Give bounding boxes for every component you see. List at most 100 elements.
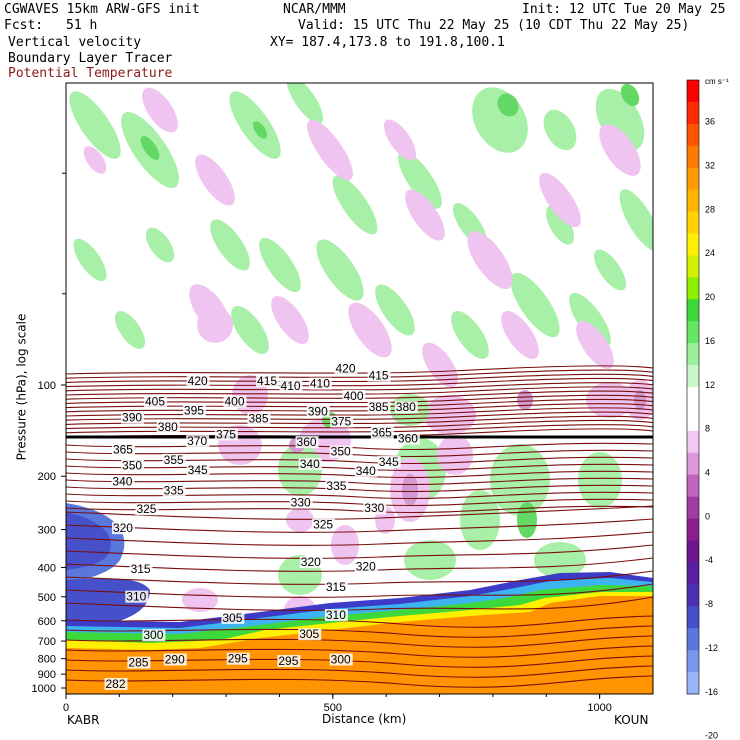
colorbar-label: -8 xyxy=(705,599,713,609)
theta-label: 370 xyxy=(187,434,207,448)
vv-cell xyxy=(451,311,489,359)
theta-label-bg xyxy=(186,435,210,448)
theta-label-bg xyxy=(163,653,187,666)
y-tick-label: 600 xyxy=(38,616,56,628)
vv-cell xyxy=(543,109,577,151)
theta-label: 335 xyxy=(326,479,346,493)
theta-label-bg xyxy=(308,377,332,390)
y-tick-label: 800 xyxy=(38,654,56,666)
theta-label-bg xyxy=(127,656,151,669)
theta-label-bg xyxy=(329,445,353,458)
vv-cell xyxy=(422,342,458,388)
colorbar-label: 0 xyxy=(705,511,710,521)
theta-label: 350 xyxy=(331,445,351,459)
colorbar-swatch xyxy=(687,233,699,256)
vv-cell xyxy=(316,239,364,301)
theta-contour xyxy=(66,498,653,507)
x-axis-label: Distance (km) xyxy=(322,712,407,726)
theta-label: 305 xyxy=(222,611,242,625)
theta-label: 300 xyxy=(143,628,163,642)
colorbar-swatch xyxy=(687,365,699,388)
vv-cell xyxy=(546,205,574,245)
theta-contour xyxy=(66,407,653,417)
colorbar-swatch xyxy=(687,474,699,498)
theta-label-bg xyxy=(121,411,145,424)
theta-label-bg xyxy=(214,428,238,441)
theta-contour xyxy=(66,477,653,486)
vv-cell xyxy=(578,452,622,508)
theta-contour xyxy=(66,373,653,383)
theta-label-bg xyxy=(111,475,135,488)
colorbar-label: 32 xyxy=(705,161,715,171)
colorbar-label: 20 xyxy=(705,292,715,302)
model-title: CGWAVES 15km ARW-GFS init xyxy=(4,2,200,17)
theta-label-bg xyxy=(162,453,186,466)
left-station-label: KABR xyxy=(67,713,100,727)
colorbar-swatch xyxy=(687,408,699,432)
theta-label-bg xyxy=(329,653,353,666)
theta-label-bg xyxy=(367,369,391,382)
vv-cell xyxy=(73,238,107,282)
theta-label: 410 xyxy=(310,377,330,391)
theta-label: 410 xyxy=(281,379,301,393)
vv-cell xyxy=(472,87,528,153)
theta-label: 335 xyxy=(164,484,184,498)
theta-contour xyxy=(66,424,653,434)
theta-label: 340 xyxy=(356,464,376,478)
theta-label-bg xyxy=(156,421,180,434)
colorbar-swatch xyxy=(687,343,699,366)
vv-cell xyxy=(517,502,537,538)
theta-contour xyxy=(66,394,653,404)
field-potential-temperature: Potential Temperature xyxy=(8,66,173,81)
theta-label-bg xyxy=(312,518,336,531)
colorbar-swatch xyxy=(687,123,699,147)
theta-label: 285 xyxy=(128,656,148,670)
theta-contour xyxy=(66,570,653,585)
theta-contour xyxy=(66,484,653,493)
colorbar-swatch xyxy=(687,628,699,651)
theta-contour xyxy=(66,596,653,611)
theta-contour xyxy=(66,645,653,658)
theta-label: 330 xyxy=(291,496,311,510)
y-tick-label: 900 xyxy=(38,669,56,681)
theta-label: 340 xyxy=(112,475,132,489)
theta-label-bg xyxy=(330,415,354,428)
vv-cell xyxy=(375,284,415,336)
vv-cell xyxy=(307,119,353,181)
theta-label: 420 xyxy=(335,362,355,376)
theta-label-bg xyxy=(306,405,330,418)
colorbar-label: 16 xyxy=(705,336,715,346)
theta-contour-labels: 420 415 410 410 420 415 405 400 400 395 390 390 385 3… xyxy=(104,362,420,691)
colorbar-swatch xyxy=(687,299,699,322)
theta-label-bg xyxy=(104,678,128,690)
theta-label: 320 xyxy=(113,521,133,535)
vv-cell xyxy=(197,307,233,343)
theta-label-bg xyxy=(367,401,391,414)
colorbar-swatch xyxy=(687,145,699,169)
vv-cell xyxy=(534,542,586,578)
theta-label-bg xyxy=(354,560,378,573)
colorbar-swatch xyxy=(687,584,699,607)
theta-contour xyxy=(66,415,653,425)
vv-cell xyxy=(501,311,539,359)
colorbar-swatch xyxy=(687,496,699,520)
vv-cell xyxy=(182,588,218,612)
theta-contour xyxy=(66,557,653,572)
colorbar-label: 24 xyxy=(705,248,715,258)
valid-time: Valid: 15 UTC Thu 22 May 25 (10 CDT Thu … xyxy=(298,18,690,33)
theta-label-bg xyxy=(221,611,245,624)
theta-contour xyxy=(66,365,653,375)
theta-label: 305 xyxy=(299,627,319,641)
vv-cell xyxy=(114,311,146,349)
theta-label-bg xyxy=(277,655,301,668)
y-tick-label: 400 xyxy=(38,562,56,574)
vv-cell xyxy=(259,237,301,293)
x-tick-label: 1000 xyxy=(587,702,611,714)
theta-label-bg xyxy=(186,375,210,387)
theta-label: 390 xyxy=(122,411,142,425)
colorbar-swatch xyxy=(687,672,699,695)
field-vertical-velocity: Vertical velocity xyxy=(8,35,142,50)
theta-label-bg xyxy=(143,395,167,408)
colorbar-swatch xyxy=(687,277,699,300)
theta-label-bg xyxy=(289,496,313,509)
